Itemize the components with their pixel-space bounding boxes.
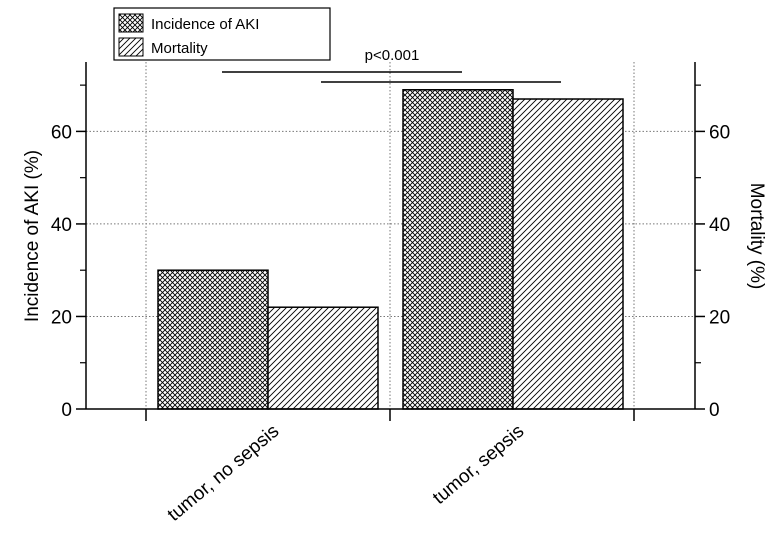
bars (157, 89, 624, 410)
legend: Incidence of AKI Mortality (113, 7, 331, 61)
tick-label-right-20: 20 (709, 307, 730, 328)
legend-box (113, 7, 331, 61)
tick-label-left-40: 40 (51, 215, 72, 236)
category-label-1: tumor, sepsis (429, 421, 528, 509)
tick-label-left-20: 20 (51, 307, 72, 328)
legend-label-incidence-of-aki: Incidence of AKI (151, 16, 259, 33)
legend-label-mortality: Mortality (151, 40, 208, 57)
y-axis-title-left: Incidence of AKI (%) (22, 150, 43, 322)
labels: 0 0 20 20 40 40 60 60 tumor, no sepsis tumor, sep… (22, 122, 767, 525)
bar-incidence-of-aki-0 (157, 269, 269, 410)
tick-label-left-0: 0 (61, 400, 72, 421)
bar-mortality-0 (267, 306, 379, 410)
significance-annotation: p<0.001 (222, 47, 561, 83)
tick-label-left-60: 60 (51, 122, 72, 143)
tick-label-right-60: 60 (709, 122, 730, 143)
p-value-label: p<0.001 (365, 47, 420, 64)
bar-mortality-1 (512, 98, 624, 410)
y-axis-title-right: Mortality (%) (746, 183, 767, 290)
legend-swatch-incidence-of-aki (118, 13, 144, 33)
tick-label-right-0: 0 (709, 400, 720, 421)
bar-incidence-of-aki-1 (402, 89, 514, 410)
category-label-0: tumor, no sepsis (164, 421, 283, 526)
legend-swatch-mortality (118, 37, 144, 57)
axes (76, 62, 705, 421)
tick-label-right-40: 40 (709, 215, 730, 236)
